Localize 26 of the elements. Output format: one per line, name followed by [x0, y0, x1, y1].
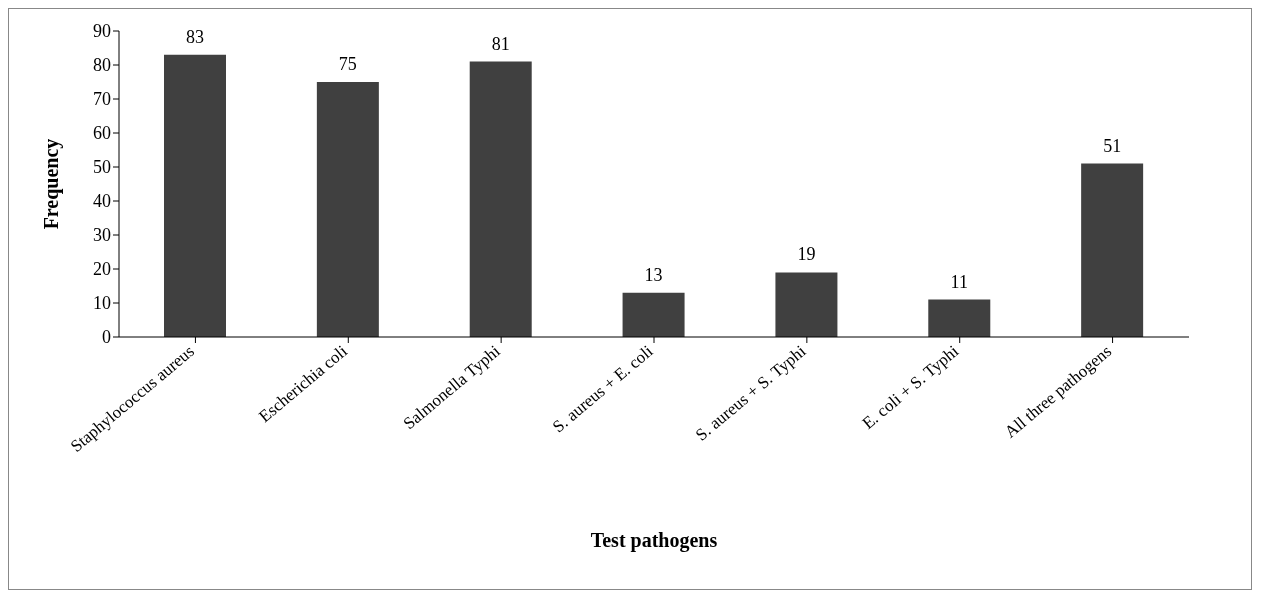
y-tick-label: 80: [93, 55, 111, 76]
data-label: 75: [338, 54, 357, 74]
bar: [622, 292, 685, 337]
y-tick-label: 70: [93, 89, 111, 110]
x-axis-title: Test pathogens: [590, 529, 718, 552]
bar: [469, 61, 532, 337]
data-label: 11: [950, 271, 968, 292]
data-label: 13: [644, 264, 663, 285]
y-axis-title: Frequency: [40, 138, 64, 230]
y-tick-label: 50: [93, 157, 111, 178]
bar: [164, 54, 226, 337]
y-tick-label: 30: [93, 225, 111, 246]
y-tick-label: 40: [93, 191, 111, 212]
bar: [316, 82, 379, 337]
bar: [1081, 163, 1144, 337]
data-label: 19: [797, 244, 816, 265]
y-tick-label: 20: [93, 259, 111, 280]
y-tick-label: 10: [93, 293, 111, 314]
y-tick-label: 0: [102, 327, 111, 348]
bar: [775, 272, 838, 337]
data-label: 51: [1103, 135, 1122, 156]
bar: [928, 299, 991, 337]
data-label: 81: [491, 33, 510, 54]
y-tick-label: 60: [93, 123, 111, 144]
y-tick-label: 90: [93, 21, 111, 42]
data-label: 83: [186, 26, 204, 47]
